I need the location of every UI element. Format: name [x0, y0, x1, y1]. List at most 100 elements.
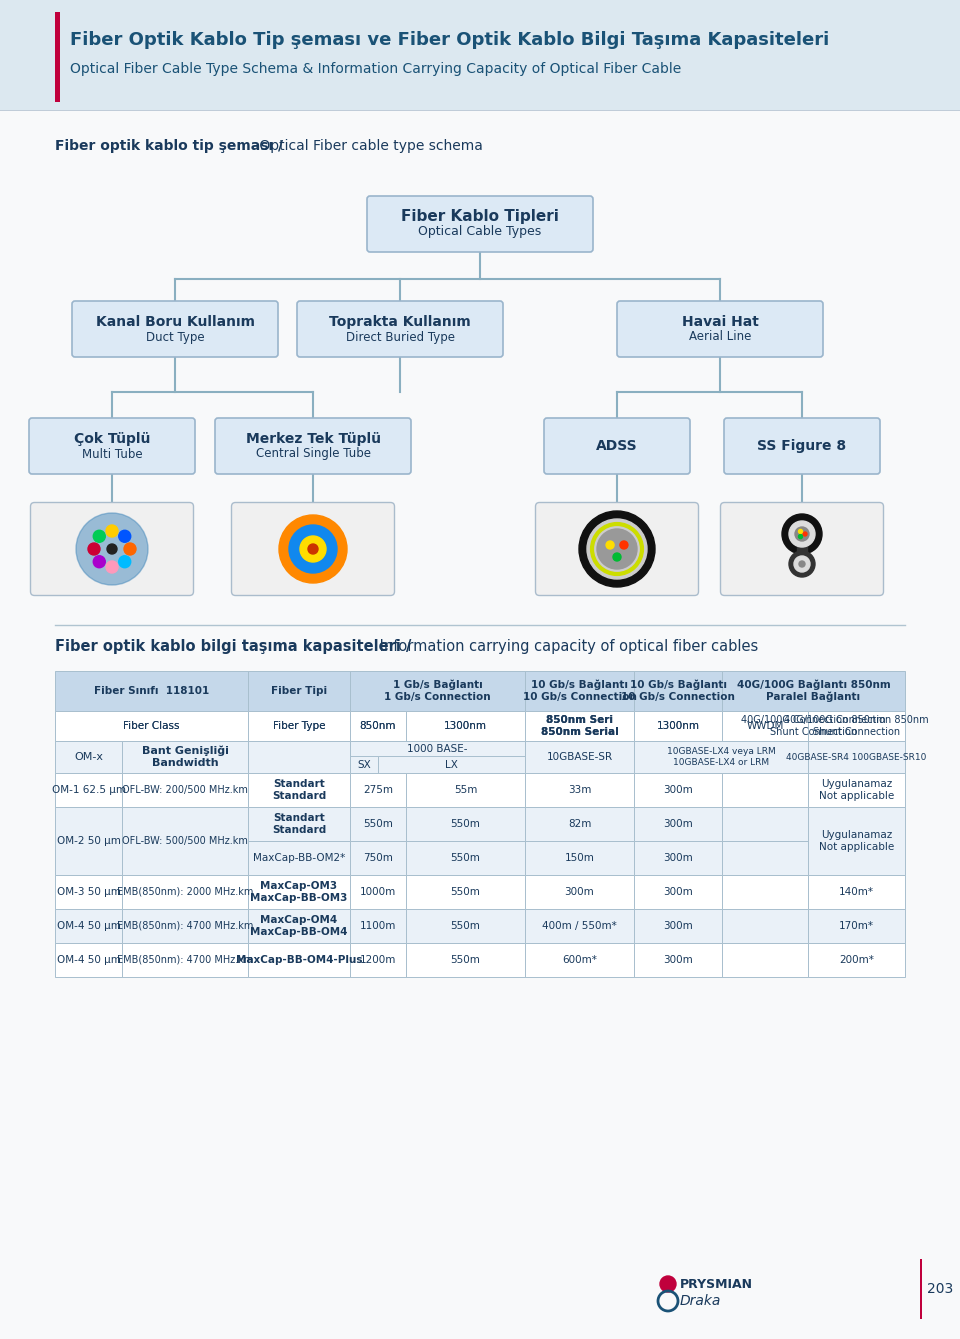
- Text: 550m: 550m: [450, 853, 480, 864]
- Text: LX: LX: [445, 759, 458, 770]
- Text: MaxCap-OM4
MaxCap-BB-OM4: MaxCap-OM4 MaxCap-BB-OM4: [251, 915, 348, 937]
- Bar: [722, 773, 808, 807]
- Text: 203: 203: [926, 1281, 953, 1296]
- Text: 300m: 300m: [663, 955, 693, 965]
- Circle shape: [799, 534, 803, 538]
- Circle shape: [795, 528, 809, 541]
- Text: 33m: 33m: [567, 785, 591, 795]
- Text: MaxCap-BB-OM4-Plus: MaxCap-BB-OM4-Plus: [236, 955, 362, 965]
- Text: 150m: 150m: [564, 853, 594, 864]
- Text: OM-x: OM-x: [74, 753, 103, 762]
- Bar: [248, 909, 350, 943]
- Bar: [55, 12, 60, 102]
- Bar: [525, 943, 634, 977]
- Text: 40G/100G Bağlantı 850nm
Paralel Bağlantı: 40G/100G Bağlantı 850nm Paralel Bağlantı: [736, 680, 890, 703]
- Bar: [55, 711, 248, 740]
- Text: 300m: 300m: [663, 886, 693, 897]
- Bar: [122, 807, 248, 874]
- Text: 850nm: 850nm: [360, 720, 396, 731]
- Text: MaxCap-BB-OM2*: MaxCap-BB-OM2*: [252, 853, 346, 864]
- Bar: [55, 874, 122, 909]
- Text: 40G/100G Connection 850nm
Shunt Connection: 40G/100G Connection 850nm Shunt Connecti…: [741, 715, 886, 736]
- Text: OM-4 50 μm: OM-4 50 μm: [57, 921, 120, 931]
- Bar: [55, 943, 122, 977]
- Circle shape: [88, 544, 100, 554]
- Text: Duct Type: Duct Type: [146, 331, 204, 344]
- Circle shape: [93, 556, 106, 568]
- FancyBboxPatch shape: [29, 418, 195, 474]
- Text: 300m: 300m: [663, 853, 693, 864]
- Bar: [248, 841, 350, 874]
- Bar: [122, 909, 248, 943]
- Bar: [350, 807, 406, 841]
- Bar: [722, 841, 808, 874]
- Bar: [0, 0, 960, 110]
- Text: 1000m: 1000m: [360, 886, 396, 897]
- Text: 275m: 275m: [363, 785, 393, 795]
- Text: Uygulanamaz
Not applicable: Uygulanamaz Not applicable: [819, 830, 894, 852]
- Text: Multi Tube: Multi Tube: [82, 447, 142, 461]
- FancyBboxPatch shape: [724, 418, 880, 474]
- Text: Fiber Type: Fiber Type: [273, 720, 325, 731]
- Text: OM-4 50 μm: OM-4 50 μm: [57, 955, 120, 965]
- Circle shape: [782, 514, 822, 554]
- Text: EMB(850nm): 2000 MHz.km: EMB(850nm): 2000 MHz.km: [117, 886, 253, 897]
- Circle shape: [76, 513, 148, 585]
- Circle shape: [107, 544, 117, 554]
- Text: Optical Fiber Cable Type Schema & Information Carrying Capacity of Optical Fiber: Optical Fiber Cable Type Schema & Inform…: [70, 62, 682, 76]
- Bar: [55, 740, 122, 773]
- Text: Fiber Type: Fiber Type: [273, 720, 325, 731]
- Bar: [55, 671, 248, 711]
- Text: 850nm Seri
850nm Serial: 850nm Seri 850nm Serial: [540, 715, 618, 736]
- Bar: [350, 943, 406, 977]
- Bar: [248, 773, 350, 807]
- Circle shape: [803, 532, 807, 536]
- Bar: [634, 671, 722, 711]
- Text: 10 Gb/s Bağlantı
10 Gb/s Connection: 10 Gb/s Bağlantı 10 Gb/s Connection: [522, 680, 636, 702]
- Bar: [248, 943, 350, 977]
- FancyBboxPatch shape: [297, 301, 503, 358]
- Bar: [55, 711, 248, 740]
- Bar: [406, 909, 525, 943]
- Text: PRYSMIAN: PRYSMIAN: [680, 1277, 753, 1291]
- Text: 300m: 300m: [564, 886, 594, 897]
- Bar: [350, 671, 525, 711]
- Bar: [248, 711, 350, 740]
- FancyBboxPatch shape: [31, 502, 194, 596]
- Text: Central Single Tube: Central Single Tube: [255, 447, 371, 461]
- Circle shape: [106, 561, 118, 573]
- Bar: [350, 909, 406, 943]
- Bar: [634, 807, 722, 841]
- Bar: [722, 711, 808, 740]
- Bar: [122, 874, 248, 909]
- Bar: [406, 874, 525, 909]
- Text: 1300nm: 1300nm: [444, 720, 487, 731]
- Bar: [525, 671, 634, 711]
- FancyBboxPatch shape: [215, 418, 411, 474]
- FancyBboxPatch shape: [72, 301, 278, 358]
- Bar: [122, 740, 248, 773]
- Bar: [406, 841, 525, 874]
- Circle shape: [799, 529, 803, 533]
- Text: SX: SX: [357, 759, 371, 770]
- Bar: [722, 807, 808, 841]
- Text: 170m*: 170m*: [839, 921, 874, 931]
- Bar: [350, 773, 406, 807]
- Circle shape: [799, 561, 805, 566]
- Bar: [722, 711, 905, 740]
- Text: 1000 BASE-: 1000 BASE-: [407, 744, 468, 754]
- Circle shape: [308, 544, 318, 554]
- Text: 550m: 550m: [450, 886, 480, 897]
- Text: Standart
Standard: Standart Standard: [272, 813, 326, 834]
- Circle shape: [579, 511, 655, 586]
- Text: 10GBASE-SR: 10GBASE-SR: [546, 753, 612, 762]
- Bar: [525, 711, 634, 740]
- Text: WWDM: WWDM: [746, 720, 783, 731]
- Circle shape: [613, 553, 621, 561]
- Bar: [350, 757, 378, 773]
- Text: 1300nm: 1300nm: [444, 720, 487, 731]
- FancyBboxPatch shape: [231, 502, 395, 596]
- Text: Merkez Tek Tüplü: Merkez Tek Tüplü: [246, 432, 380, 446]
- Bar: [808, 773, 905, 807]
- Text: 200m*: 200m*: [839, 955, 874, 965]
